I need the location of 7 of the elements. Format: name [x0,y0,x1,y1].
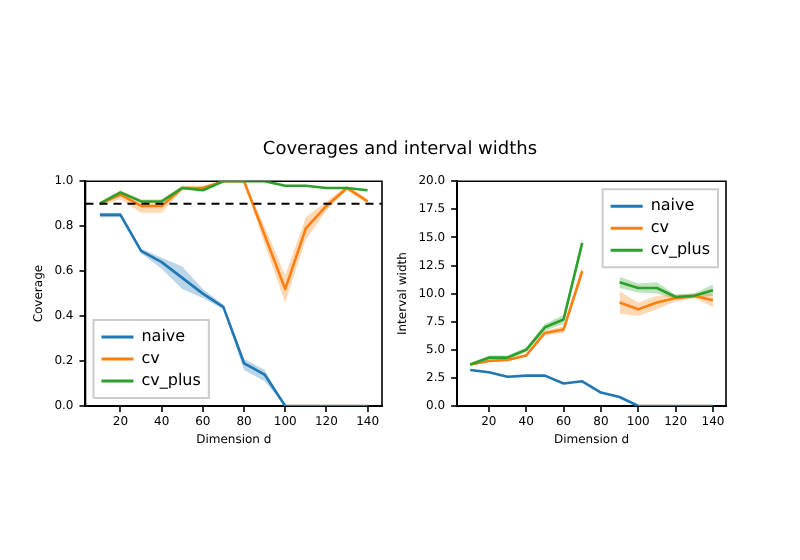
legend-label: naive [650,196,695,215]
chart-title: Coverages and interval widths [260,140,540,160]
legend-label: naive [141,327,186,346]
legend-label: cv [650,218,670,237]
legend-label: cv_plus [141,371,201,390]
legend-label: cv_plus [650,240,710,259]
legend-label: cv [141,349,161,368]
